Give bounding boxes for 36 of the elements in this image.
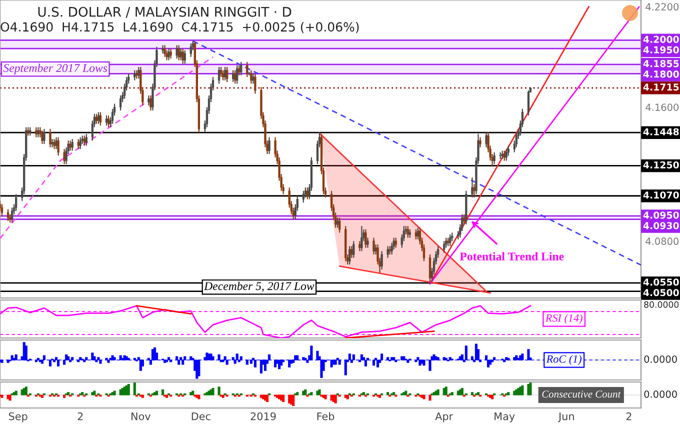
x-tick-label: 2019: [250, 412, 276, 420]
ref-line-label: 4.1448: [643, 128, 679, 136]
ref-line-label: 4.2000: [643, 36, 679, 43]
x-tick-label: 2: [78, 412, 83, 420]
ref-line-label: 4.1715: [643, 84, 679, 91]
ref-line-label: 4.1800: [643, 70, 679, 78]
annotation: Potential Trend Line: [460, 252, 564, 260]
y-tick-label: 4.2200: [646, 3, 679, 11]
ref-line-label: 4.1070: [643, 191, 679, 199]
x-tick-label: Jun: [558, 412, 574, 422]
ref-line-label: 0.0000: [644, 390, 677, 398]
ref-line-label: 4.1250: [643, 161, 679, 168]
annotation: Consecutive Count: [542, 390, 621, 398]
x-tick-label: Dec: [192, 412, 210, 420]
x-tick-label: 2: [626, 412, 632, 420]
text: 80.0000: [644, 301, 679, 308]
ref-line-label: 4.1855: [643, 60, 679, 68]
series-label: RoC (1): [546, 354, 582, 366]
ref-line-label: 4.0930: [643, 222, 679, 230]
x-tick-label: May: [494, 412, 515, 422]
x-tick-label: Feb: [317, 412, 334, 420]
x-tick-label: Sep: [8, 412, 28, 422]
ref-line-label: 4.0950: [643, 212, 679, 219]
annotation: December 5, 2017 Low: [204, 282, 314, 292]
band-label: September 2017 Lows: [3, 64, 108, 74]
ref-line-label: 4.1950: [643, 46, 679, 54]
x-tick-label: Nov: [132, 412, 151, 420]
x-tick-label: Apr: [435, 412, 454, 422]
series-label: RSI (14): [545, 314, 582, 324]
y-tick-label: 4.0800: [646, 238, 679, 245]
y-tick-label: 4.1600: [646, 104, 679, 111]
chart-title: U.S. DOLLAR / MALAYSIAN RINGGIT · D: [38, 6, 292, 18]
text: O4.1690 H4.1715 L4.1690 C4.1715 +0.0025 (+0.06%): [0, 22, 359, 34]
ref-line-label: 4.0500: [643, 289, 679, 296]
ref-line-label: 0.0000: [644, 355, 677, 363]
ref-line-label: 4.0550: [643, 278, 679, 286]
